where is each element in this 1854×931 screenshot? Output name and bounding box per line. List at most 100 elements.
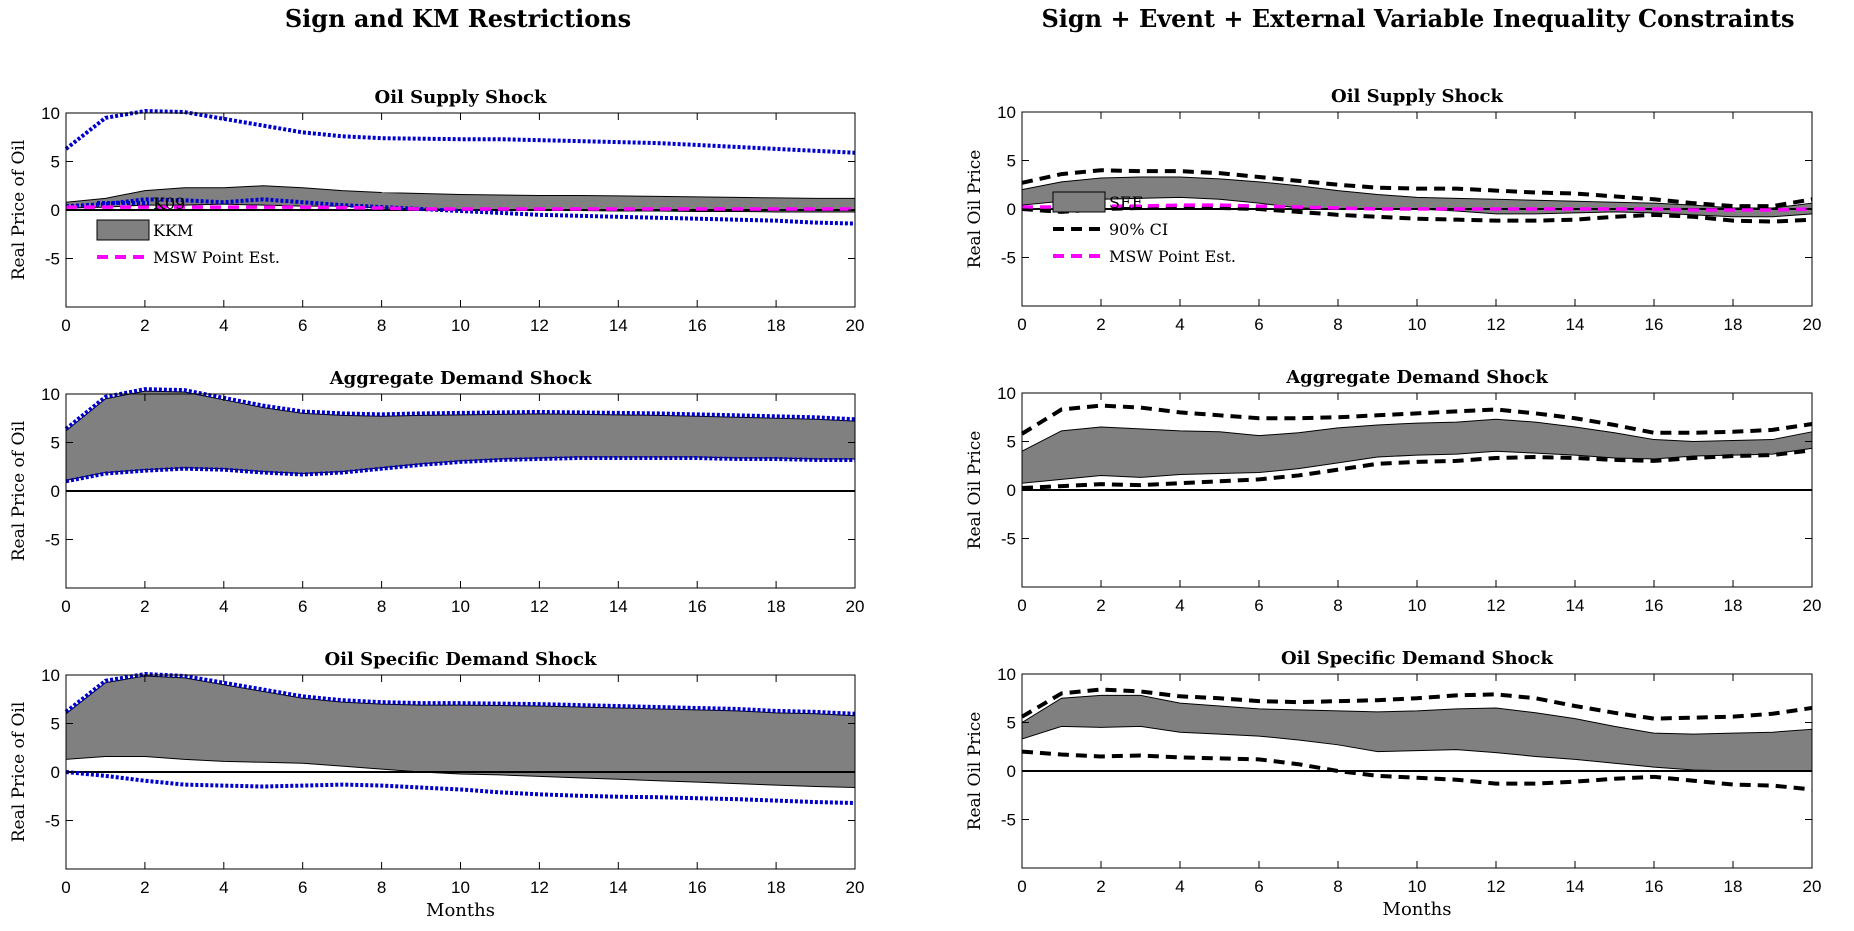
x-tick-label: 20 — [1803, 877, 1822, 896]
x-tick-label: 18 — [767, 597, 786, 616]
legend-label: 90% CI — [1109, 220, 1168, 239]
y-tick-label: 5 — [51, 434, 60, 453]
panel-title: Aggregate Demand Shock — [1285, 367, 1548, 388]
x-tick-label: 12 — [530, 316, 549, 335]
x-axis-label: Months — [1383, 899, 1452, 920]
chart-panel-2: Aggregate Demand Shock 0 2 4 6 8 10 12 14 16 18 20 1… — [9, 368, 864, 616]
x-tick-label: 4 — [1175, 877, 1184, 896]
left-column-title: Sign and KM Restrictions — [285, 4, 631, 33]
x-tick-label: 8 — [1333, 877, 1342, 896]
y-tick-label: -5 — [1001, 530, 1016, 549]
y-tick-label: 0 — [51, 201, 60, 220]
panel-title: Aggregate Demand Shock — [329, 368, 592, 389]
series-line-2 — [65, 770, 856, 806]
x-tick-label: 12 — [1487, 877, 1506, 896]
y-tick-label: 10 — [997, 665, 1016, 684]
x-axis-label: Months — [426, 900, 495, 921]
x-tick-label: 18 — [1724, 315, 1743, 334]
y-tick-label: 10 — [41, 666, 60, 685]
band-area — [65, 390, 856, 481]
x-tick-label: 18 — [1724, 596, 1743, 615]
y-tick-label: 0 — [1007, 481, 1016, 500]
y-axis-label: Real Price of Oil — [9, 140, 29, 281]
x-tick-label: 8 — [377, 316, 386, 335]
x-tick-label: 10 — [1408, 877, 1427, 896]
band-area — [65, 675, 856, 789]
x-tick-label: 12 — [530, 878, 549, 897]
x-tick-label: 20 — [1803, 596, 1822, 615]
legend-label: MSW Point Est. — [1109, 247, 1236, 266]
x-tick-label: 8 — [1333, 596, 1342, 615]
x-tick-label: 12 — [530, 597, 549, 616]
panel-title: Oil Supply Shock — [375, 87, 547, 108]
x-tick-label: 6 — [298, 878, 307, 897]
series-line-1 — [1020, 403, 1813, 436]
y-tick-label: 0 — [51, 763, 60, 782]
x-tick-label: 14 — [609, 597, 628, 616]
x-tick-label: 18 — [1724, 877, 1743, 896]
x-tick-label: 10 — [451, 597, 470, 616]
y-tick-label: 5 — [51, 715, 60, 734]
x-tick-label: 4 — [219, 316, 228, 335]
x-tick-label: 10 — [451, 878, 470, 897]
x-tick-label: 6 — [1254, 596, 1263, 615]
x-tick-label: 2 — [1096, 596, 1105, 615]
x-tick-label: 14 — [609, 316, 628, 335]
x-tick-label: 16 — [688, 878, 707, 897]
x-tick-label: 6 — [1254, 877, 1263, 896]
panel-title: Oil Specific Demand Shock — [324, 649, 597, 670]
chart-panel-6: Oil Specific Demand Shock 0 2 4 6 8 10 12 14 16 18… — [965, 648, 1821, 920]
x-tick-label: 6 — [298, 316, 307, 335]
legend-label: KKM — [153, 221, 193, 240]
chart-panel-1: Oil Supply Shock 0 2 4 6 8 10 12 14 16 18 20 10 5 0 -5 R… — [9, 87, 864, 335]
chart-panel-3: Oil Specific Demand Shock 0 2 4 6 8 10 12 14 16 18… — [9, 649, 864, 921]
x-tick-label: 16 — [688, 316, 707, 335]
x-tick-label: 18 — [767, 316, 786, 335]
y-tick-label: 5 — [1007, 714, 1016, 733]
x-tick-label: 4 — [1175, 596, 1184, 615]
x-tick-label: 2 — [1096, 877, 1105, 896]
chart-panel-4: Oil Supply Shock 0 2 4 6 8 10 12 14 16 18 20 10 5 0 -5 R… — [965, 86, 1821, 334]
series-line-2 — [65, 197, 856, 226]
x-tick-label: 0 — [1017, 596, 1026, 615]
series-line-3 — [1022, 203, 1813, 212]
y-axis-label: Real Oil Price — [965, 712, 985, 831]
y-tick-label: 5 — [51, 153, 60, 172]
series-line-3 — [66, 205, 855, 211]
x-tick-label: 14 — [1566, 877, 1585, 896]
band-area — [1021, 418, 1813, 484]
series-line-2 — [1021, 448, 1813, 491]
x-tick-label: 0 — [1017, 315, 1026, 334]
y-tick-label: 0 — [1007, 200, 1016, 219]
panel-title: Oil Supply Shock — [1331, 86, 1503, 107]
series-line-1 — [64, 387, 856, 431]
series-line-2 — [65, 456, 855, 484]
y-axis-label: Real Oil Price — [965, 431, 985, 550]
y-axis-label: Real Oil Price — [965, 150, 985, 269]
x-tick-label: 0 — [61, 316, 70, 335]
x-tick-label: 8 — [1333, 315, 1342, 334]
x-tick-label: 4 — [219, 878, 228, 897]
x-tick-label: 16 — [1645, 315, 1664, 334]
x-tick-label: 14 — [1566, 315, 1585, 334]
x-tick-label: 10 — [1408, 596, 1427, 615]
band-area — [1021, 694, 1813, 772]
y-tick-label: -5 — [45, 531, 60, 550]
series-line-2 — [1021, 205, 1813, 224]
y-tick-label: -5 — [45, 812, 60, 831]
y-tick-label: -5 — [45, 250, 60, 269]
y-tick-label: -5 — [1001, 249, 1016, 268]
series-line-1 — [64, 109, 856, 155]
x-tick-label: 4 — [219, 597, 228, 616]
y-tick-label: 5 — [1007, 433, 1016, 452]
x-tick-label: 6 — [1254, 315, 1263, 334]
y-tick-label: 0 — [1007, 762, 1016, 781]
chart-panel-5: Aggregate Demand Shock 0 2 4 6 8 10 12 14 16 18 20 1… — [965, 367, 1821, 615]
legend-label: K09 — [153, 194, 185, 213]
x-tick-label: 12 — [1487, 596, 1506, 615]
legend: SEE 90% CI MSW Point Est. — [1052, 191, 1236, 266]
series-line-1 — [1021, 168, 1813, 209]
x-tick-label: 14 — [609, 878, 628, 897]
